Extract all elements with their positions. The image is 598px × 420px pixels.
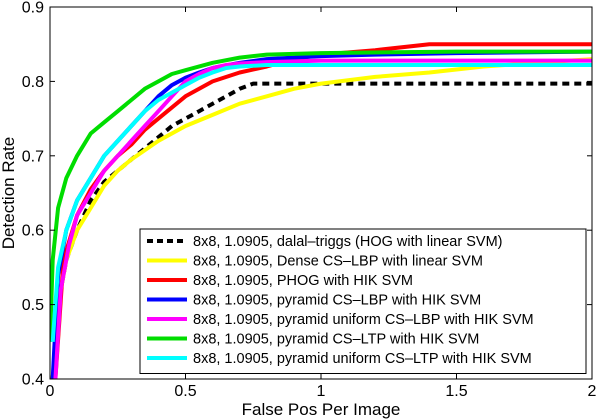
y-tick-label: 0.9 (22, 0, 44, 17)
series-line-7 (50, 63, 592, 342)
y-tick-label: 0.8 (22, 74, 44, 91)
legend-label-6: 8x8, 1.0905, pyramid CS–LTP with HIK SVM (193, 332, 479, 348)
series-layer (50, 42, 592, 379)
y-tick-label: 0.7 (22, 148, 44, 165)
x-tick-label: 0 (46, 383, 55, 400)
legend-label-2: 8x8, 1.0905, Dense CS–LBP with linear SV… (193, 254, 483, 270)
x-axis-label: False Pos Per Image (242, 400, 401, 419)
legend-label-5: 8x8, 1.0905, pyramid uniform CS–LBP with… (193, 312, 534, 328)
y-tick-label: 0.6 (22, 223, 44, 240)
x-tick-label: 1 (317, 383, 326, 400)
x-tick-label: 2 (588, 383, 597, 400)
x-tick-label: 1.5 (445, 383, 467, 400)
legend-label-1: 8x8, 1.0905, dalal–triggs (HOG with line… (193, 234, 502, 250)
legend: 8x8, 1.0905, dalal–triggs (HOG with line… (139, 228, 587, 374)
legend-box (139, 228, 587, 374)
y-axis-label: Detection Rate (0, 137, 18, 249)
axes-layer: 0 0.5 1 1.5 2 0.4 0.5 0.6 0.7 0.8 0.9 (22, 0, 597, 400)
series-line-6 (50, 49, 592, 342)
legend-label-3: 8x8, 1.0905, PHOG with HIK SVM (193, 273, 413, 289)
y-tick-label: 0.5 (22, 297, 44, 314)
y-tick-label: 0.4 (22, 372, 44, 389)
legend-label-4: 8x8, 1.0905, pyramid CS–LBP with HIK SVM (193, 293, 481, 309)
x-tick-label: 0.5 (174, 383, 196, 400)
series-line-2 (50, 57, 592, 379)
series-line-5 (53, 58, 592, 379)
legend-label-7: 8x8, 1.0905, pyramid uniform CS–LTP with… (193, 351, 532, 367)
